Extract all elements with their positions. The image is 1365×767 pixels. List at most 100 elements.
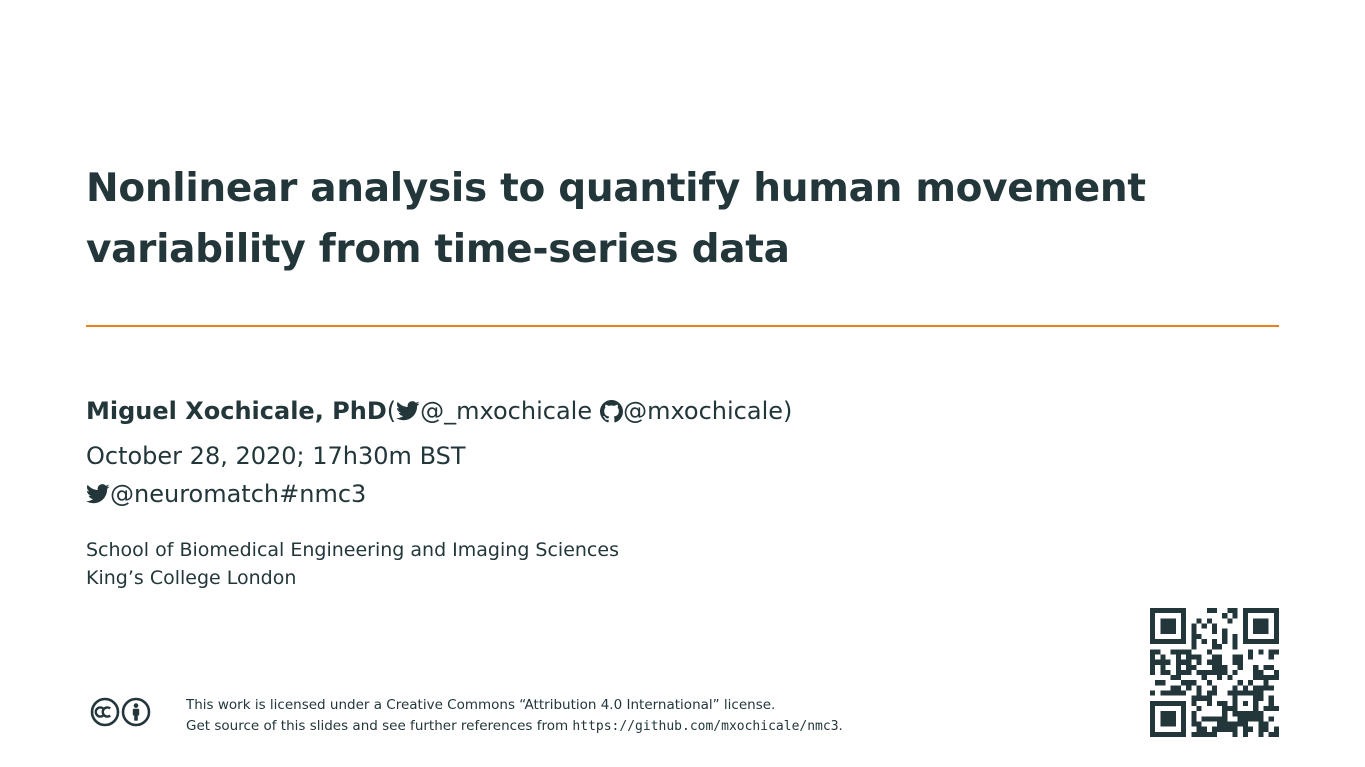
qr-module (1160, 700, 1166, 707)
qr-module (1186, 664, 1192, 670)
qr-module (1150, 721, 1156, 727)
source-url-link[interactable]: https://github.com/mxochicale/nmc3 (572, 719, 839, 734)
qr-module (1206, 669, 1212, 676)
qr-module (1170, 731, 1176, 737)
qr-module (1258, 685, 1264, 691)
qr-module (1222, 638, 1228, 645)
qr-module (1211, 659, 1218, 665)
qr-module (1222, 613, 1228, 619)
qr-module (1227, 675, 1233, 681)
qr-module (1273, 613, 1279, 619)
qr-module (1160, 608, 1166, 614)
qr-module (1211, 623, 1218, 629)
qr-module (1206, 618, 1212, 624)
qr-module (1253, 664, 1259, 670)
qr-module (1150, 628, 1156, 634)
author-line: Miguel Xochicale, PhD ( @_mxochicale @mx… (86, 395, 792, 427)
qr-module (1175, 731, 1181, 737)
qr-module (1170, 711, 1176, 717)
qr-module (1268, 706, 1274, 712)
qr-module (1170, 649, 1176, 655)
qr-module (1273, 628, 1279, 634)
qr-module (1165, 700, 1171, 707)
qr-module (1175, 675, 1181, 681)
qr-module (1258, 649, 1264, 655)
qr-module (1160, 669, 1166, 676)
qr-module (1180, 628, 1187, 634)
license-line: This work is licensed under a Creative C… (186, 697, 776, 713)
qr-module (1165, 638, 1171, 645)
title-divider (86, 325, 1279, 327)
qr-module (1180, 633, 1187, 639)
qr-module (1155, 731, 1161, 737)
qr-module (1150, 608, 1156, 614)
qr-module (1263, 706, 1269, 712)
qr-module (1222, 669, 1228, 676)
qr-module (1253, 638, 1259, 645)
qr-module (1160, 690, 1166, 696)
qr-module (1170, 716, 1176, 722)
qr-module (1263, 675, 1269, 681)
qr-module (1242, 731, 1249, 737)
qr-module (1222, 726, 1228, 732)
qr-module (1258, 695, 1264, 701)
qr-module (1201, 731, 1207, 737)
source-prefix: Get source of this slides and see furthe… (186, 718, 573, 734)
qr-module (1165, 608, 1171, 614)
qr-module (1196, 695, 1202, 701)
qr-module (1211, 731, 1218, 737)
qr-module (1170, 623, 1176, 629)
qr-module (1165, 618, 1171, 624)
qr-module (1150, 690, 1156, 696)
qr-module (1201, 623, 1207, 629)
qr-module (1180, 669, 1187, 676)
qr-module (1232, 685, 1238, 691)
qr-module (1165, 628, 1171, 634)
qr-module (1196, 633, 1202, 639)
presentation-date: October 28, 2020; 17h30m BST (86, 442, 466, 470)
qr-module (1242, 716, 1249, 722)
qr-module (1263, 721, 1269, 727)
qr-module (1211, 664, 1218, 670)
qr-module (1258, 731, 1264, 737)
qr-module (1186, 680, 1192, 686)
qr-module (1268, 695, 1274, 701)
qr-module (1160, 654, 1166, 660)
qr-module (1150, 623, 1156, 629)
qr-module (1258, 721, 1264, 727)
qr-module (1175, 669, 1181, 676)
author-name: Miguel Xochicale, PhD (86, 397, 387, 425)
qr-module (1253, 700, 1259, 707)
qr-module (1191, 654, 1197, 660)
qr-module (1258, 608, 1264, 614)
qr-module (1175, 649, 1181, 655)
institute-school: School of Biomedical Engineering and Ima… (86, 539, 619, 561)
qr-module (1186, 654, 1192, 660)
qr-module (1150, 700, 1156, 707)
creative-commons-icon (90, 697, 120, 731)
qr-module (1253, 669, 1259, 676)
qr-module (1191, 623, 1197, 629)
qr-module (1253, 608, 1259, 614)
qr-module (1258, 726, 1264, 732)
qr-module (1191, 731, 1197, 737)
qr-module (1206, 608, 1212, 614)
qr-module (1196, 654, 1202, 660)
qr-module (1263, 638, 1269, 645)
qr-module (1180, 638, 1187, 645)
qr-module (1170, 700, 1176, 707)
qr-module (1165, 669, 1171, 676)
qr-module (1268, 664, 1274, 670)
qr-module (1222, 716, 1228, 722)
qr-module (1253, 628, 1259, 634)
qr-module (1232, 711, 1238, 717)
qr-module (1160, 623, 1166, 629)
qr-module (1150, 726, 1156, 732)
qr-module (1263, 685, 1269, 691)
qr-module (1268, 638, 1274, 645)
qr-module (1160, 721, 1166, 727)
qr-module (1232, 669, 1238, 676)
qr-module (1217, 716, 1223, 722)
qr-module (1248, 608, 1254, 614)
qr-module (1165, 690, 1171, 696)
